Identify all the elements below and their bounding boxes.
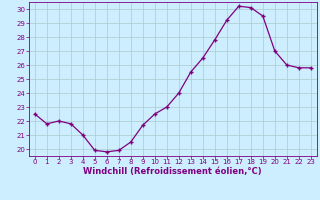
X-axis label: Windchill (Refroidissement éolien,°C): Windchill (Refroidissement éolien,°C) xyxy=(84,167,262,176)
